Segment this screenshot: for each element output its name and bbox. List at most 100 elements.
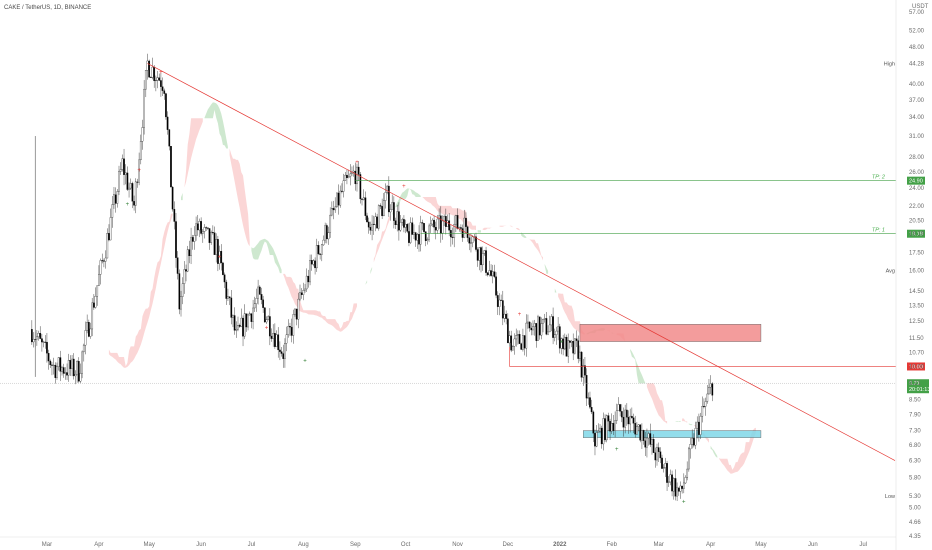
candle-body — [59, 357, 62, 372]
candle-body — [275, 334, 278, 347]
y-tick-label: 16.00 — [909, 269, 925, 275]
candle-body — [371, 223, 373, 231]
candle-body — [258, 286, 261, 295]
candle-body — [106, 233, 109, 259]
cloud-segment — [365, 280, 368, 285]
countdown-label: 20:01:13 — [909, 387, 930, 393]
candle-body — [232, 315, 234, 318]
candle-body — [72, 358, 75, 377]
candle-body — [56, 366, 58, 378]
candle-body — [470, 242, 472, 244]
candle-body — [52, 364, 55, 366]
x-tick-label: 2022 — [553, 542, 567, 548]
candle-body — [161, 86, 164, 91]
time-axis[interactable]: Mar Apr May Jun Jul Aug Sep Oct Nov Dec 2022 Feb Mar… — [0, 536, 896, 548]
candle-body — [569, 340, 571, 343]
x-tick-label: Mar — [42, 542, 52, 548]
x-tick-label: Jun — [196, 542, 206, 548]
y-tick-label: 10.00 — [909, 364, 925, 370]
candle-body — [594, 433, 596, 447]
candle-body — [624, 409, 627, 428]
cloud-segment — [675, 420, 681, 422]
candle-body — [547, 331, 549, 335]
ichimoku-cloud — [108, 102, 756, 474]
candle-body — [496, 295, 499, 307]
candle-body — [687, 448, 690, 470]
candle-body — [141, 127, 144, 142]
candle-body — [488, 270, 491, 276]
candle-body — [486, 272, 489, 276]
candle-body — [265, 319, 268, 323]
candle-body — [196, 223, 199, 231]
candle-body — [217, 239, 219, 264]
candle-body — [260, 294, 263, 300]
candle-body — [57, 357, 60, 367]
candle-body — [230, 297, 233, 318]
y-tick-label: 5.80 — [909, 475, 921, 481]
cloud-segment — [558, 293, 585, 335]
candle-body — [215, 239, 218, 255]
candle-body — [203, 227, 206, 232]
candle-body — [579, 351, 581, 359]
price-axis[interactable]: 57.00 52.00 48.00 44.28 40.00 37.00 34.00 31.00… — [895, 0, 925, 550]
cloud-segment — [509, 225, 513, 228]
candle-body — [428, 225, 430, 240]
target-label: TP: 2 — [872, 175, 885, 181]
candle-body — [401, 219, 404, 223]
candle-body — [104, 257, 107, 262]
candle-body — [399, 222, 402, 231]
candle-body — [186, 249, 189, 272]
candle-body — [498, 299, 501, 307]
candle-body — [176, 257, 179, 274]
candle-body — [342, 180, 345, 192]
candle-body — [310, 260, 313, 265]
cloud-segment — [229, 148, 250, 247]
candle-body — [332, 208, 335, 211]
candle-body — [711, 383, 714, 396]
candle-body — [634, 423, 637, 435]
candle-body — [404, 224, 407, 228]
candle-body — [139, 141, 142, 161]
candle-body — [54, 364, 57, 378]
signal-marker: + — [265, 325, 269, 331]
candle-body — [109, 217, 112, 241]
candle-body — [520, 343, 523, 350]
candle-body — [590, 407, 593, 413]
y-tick-label: 8.50 — [909, 398, 921, 404]
candle-body — [664, 463, 667, 468]
candle-body — [565, 336, 568, 357]
candle-body — [153, 66, 156, 82]
candle-body — [622, 416, 625, 428]
candle-body — [86, 322, 89, 331]
candle-body — [64, 372, 67, 374]
candle-body — [693, 438, 695, 446]
candle-body — [414, 232, 417, 241]
candle-body — [584, 365, 586, 376]
candle-body — [151, 66, 154, 78]
cloud-segment — [554, 288, 557, 293]
candle-body — [213, 232, 216, 255]
resistance-price-box — [907, 362, 925, 371]
candle-body — [396, 211, 399, 226]
candle-body — [463, 217, 466, 238]
candle-body — [208, 228, 211, 243]
candle-body — [542, 319, 544, 324]
candle-body — [274, 333, 276, 347]
candle-body — [434, 227, 437, 231]
y-tick-label: 7.90 — [909, 412, 921, 418]
cloud-segment — [710, 445, 718, 458]
cloud-segment — [682, 418, 688, 423]
candle-body — [550, 316, 553, 326]
y-tick-label: 5.00 — [909, 506, 921, 512]
cloud-segment — [370, 267, 373, 275]
candle-body — [614, 420, 616, 431]
candle-body — [205, 227, 208, 229]
candle-body — [532, 326, 534, 331]
candle-body — [647, 433, 650, 439]
candle-body — [413, 232, 415, 235]
candle-body — [632, 417, 635, 424]
candles-layer — [30, 53, 714, 502]
candle-body — [555, 330, 558, 335]
candle-body — [500, 299, 502, 301]
